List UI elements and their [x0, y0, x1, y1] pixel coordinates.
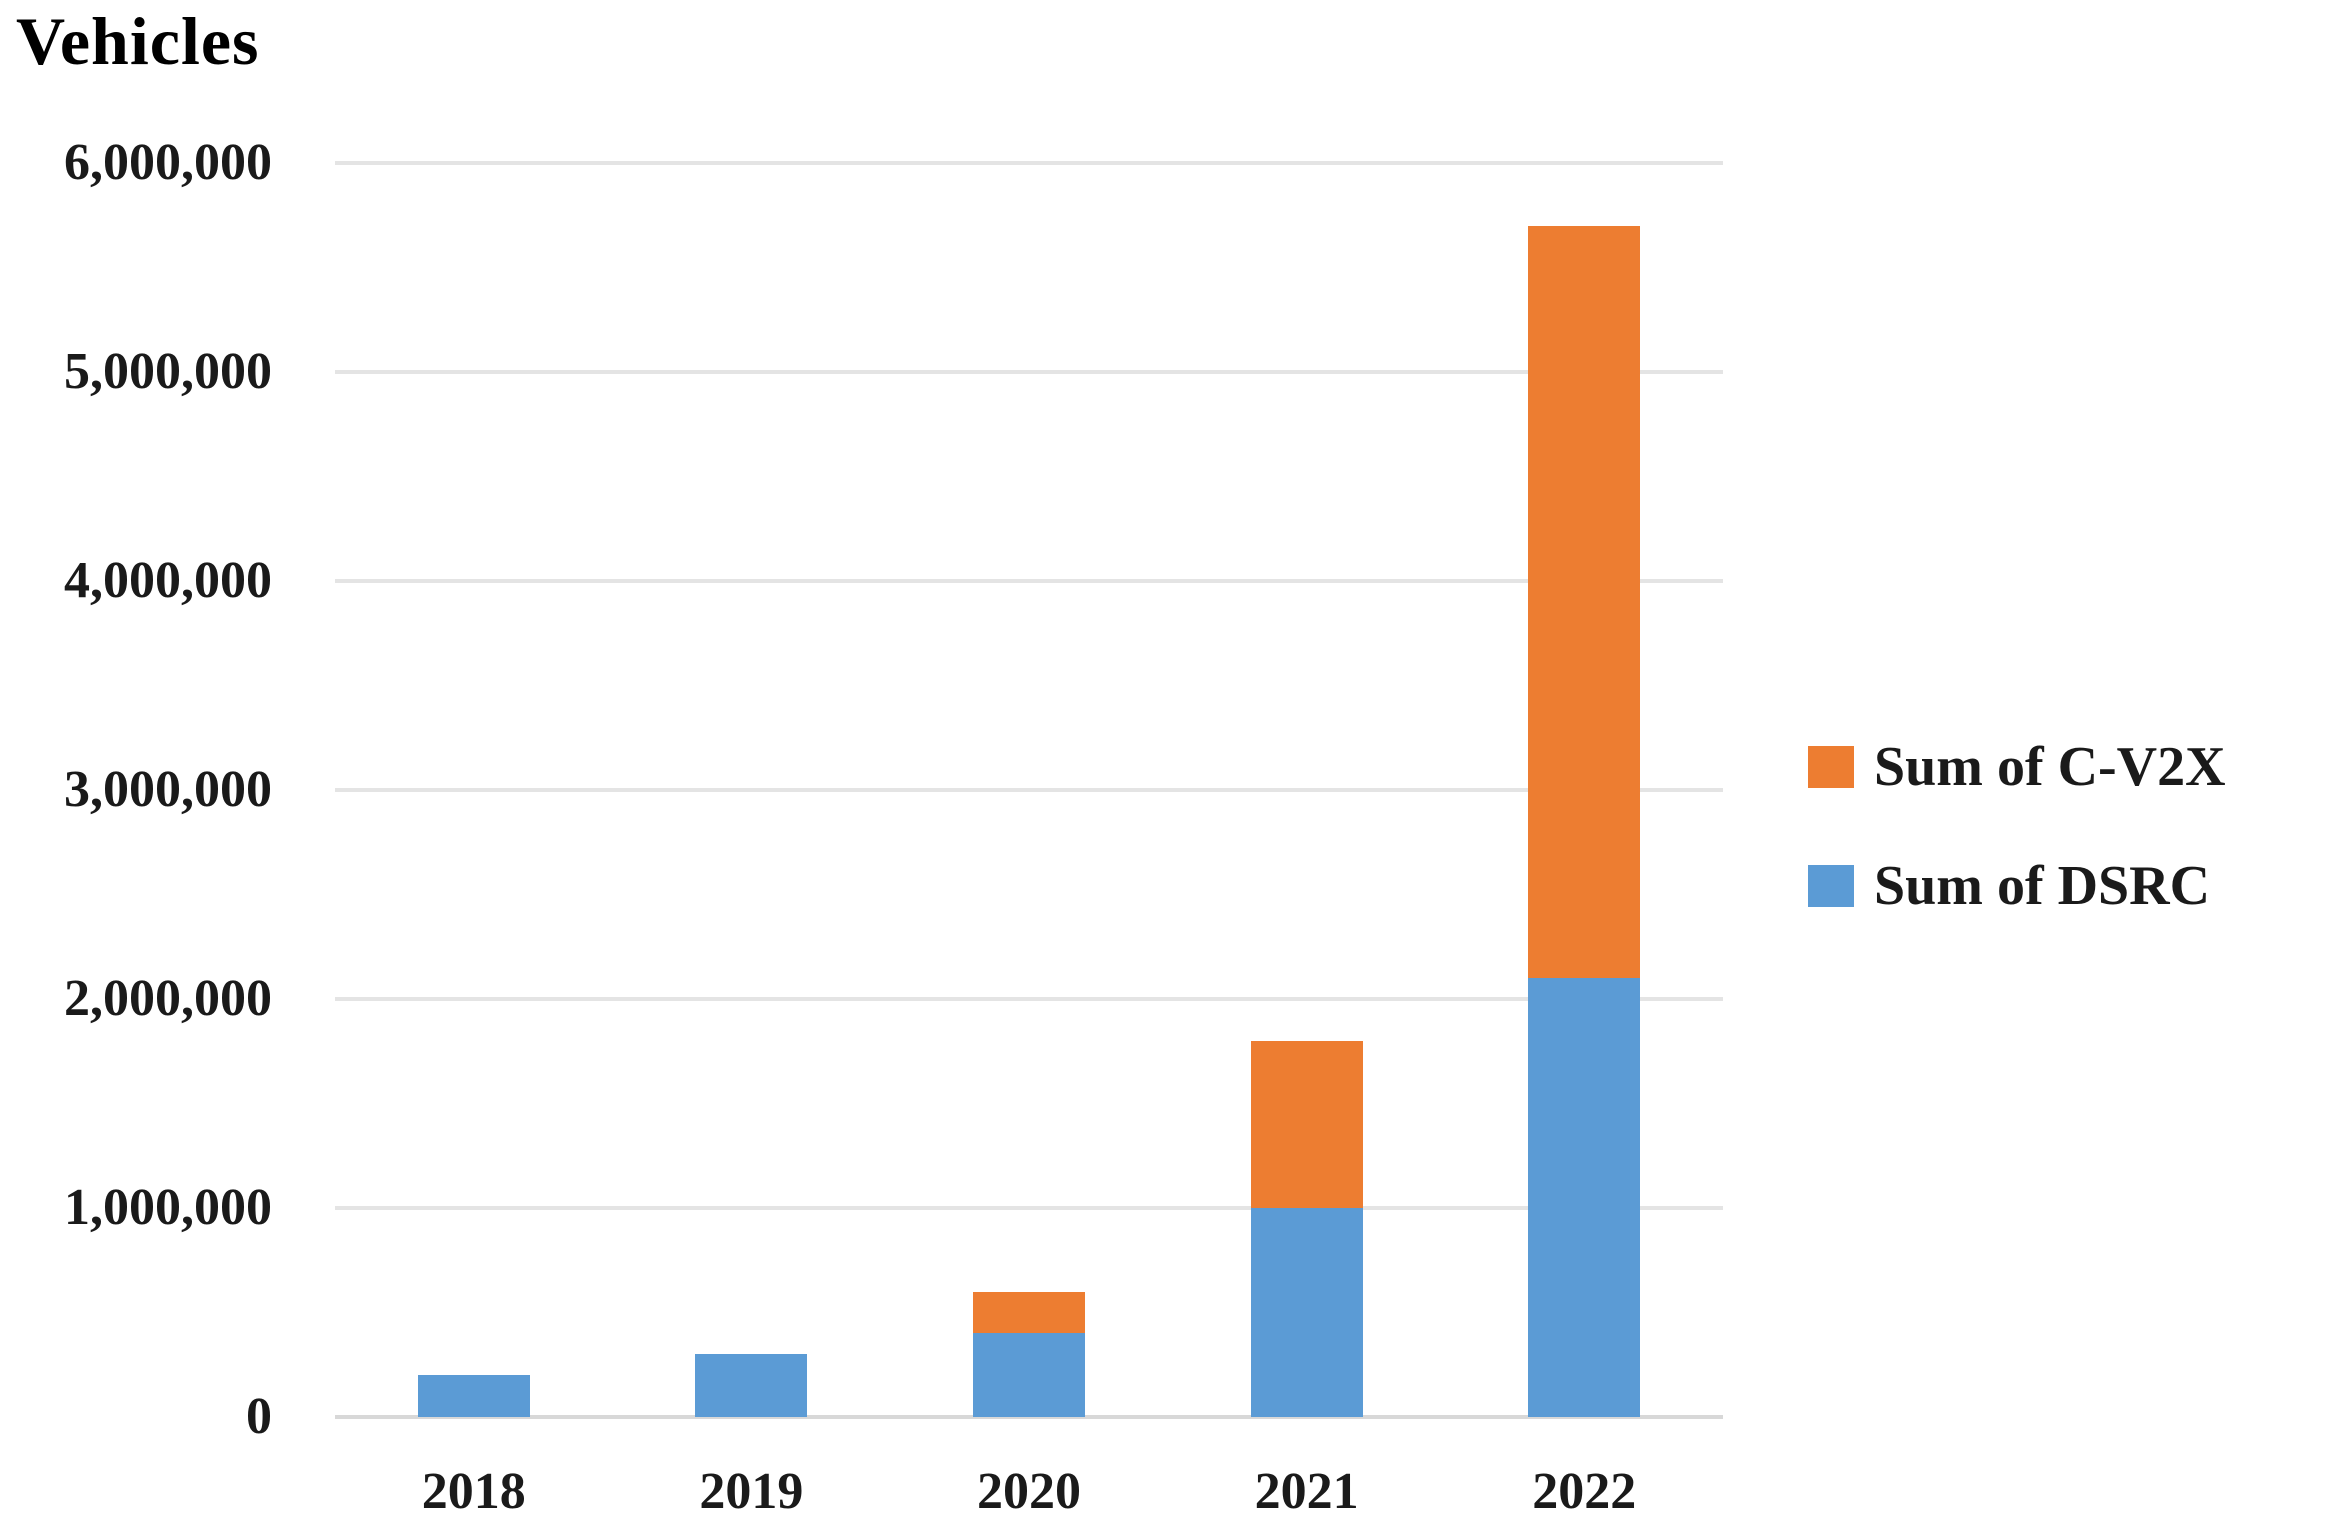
y-axis-tick-label: 6,000,000: [64, 134, 272, 191]
bar-2020-sum-of-c-v2x: [973, 1291, 1085, 1334]
legend-swatch: [1808, 746, 1854, 788]
gridline: [335, 370, 1723, 374]
legend-label: Sum of C-V2X: [1874, 736, 2226, 798]
gridline: [335, 997, 1723, 1001]
x-axis-line: [335, 1415, 1723, 1419]
bar-2020-sum-of-dsrc: [973, 1333, 1085, 1417]
x-axis-label-2020: 2020: [977, 1463, 1081, 1520]
x-axis-label-2018: 2018: [421, 1463, 526, 1520]
y-axis-tick-label: 5,000,000: [64, 343, 272, 400]
bar-2018-sum-of-dsrc: [417, 1375, 530, 1417]
chart-title: Vehicles: [16, 3, 260, 79]
y-axis-tick-label: 1,000,000: [64, 1179, 272, 1236]
x-axis-label-2022: 2022: [1532, 1463, 1637, 1520]
y-axis-tick-label: 4,000,000: [64, 552, 272, 609]
bar-2022-sum-of-c-v2x: [1528, 225, 1641, 979]
x-axis-label-2019: 2019: [699, 1463, 804, 1520]
bar-2022-sum-of-dsrc: [1528, 978, 1641, 1417]
y-axis-tick-label: 0: [246, 1388, 272, 1445]
gridline: [335, 788, 1723, 792]
bar-2019-sum-of-dsrc: [695, 1354, 808, 1417]
gridline: [335, 579, 1723, 583]
legend-item-sum-of-c-v2x: Sum of C-V2X: [1808, 737, 2226, 797]
legend-label: Sum of DSRC: [1874, 855, 2211, 917]
bar-2021-sum-of-dsrc: [1250, 1208, 1363, 1417]
x-axis-label-2021: 2021: [1254, 1463, 1359, 1520]
bar-2021-sum-of-c-v2x: [1250, 1040, 1363, 1208]
gridline: [335, 1206, 1723, 1210]
y-axis-tick-label: 3,000,000: [64, 761, 272, 818]
legend-item-sum-of-dsrc: Sum of DSRC: [1808, 856, 2210, 916]
y-axis-tick-label: 2,000,000: [64, 970, 272, 1027]
gridline: [335, 161, 1723, 165]
legend-swatch: [1808, 865, 1854, 907]
